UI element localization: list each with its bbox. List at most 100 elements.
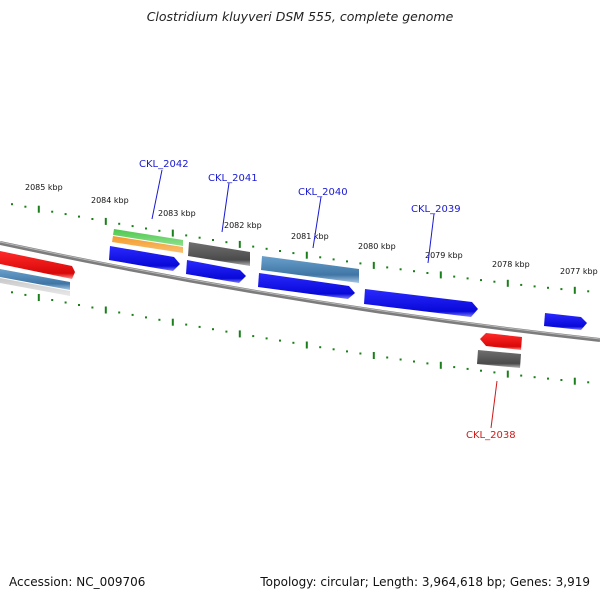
lower-minor-tick (520, 374, 523, 377)
lower-major-tick (104, 306, 107, 314)
gene-label-CKL_2042[interactable]: CKL_2042 (139, 159, 189, 170)
lower-minor-tick (292, 341, 295, 344)
gene-label-CKL_2041[interactable]: CKL_2041 (208, 173, 258, 184)
lower-minor-tick (91, 306, 94, 309)
upper-minor-tick (64, 213, 67, 216)
upper-minor-tick (118, 222, 121, 225)
upper-minor-tick (386, 266, 389, 269)
upper-tick-row (11, 203, 590, 294)
genome-title: Clostridium kluyveri DSM 555, complete g… (146, 9, 454, 24)
upper-major-tick (439, 271, 442, 279)
upper-minor-tick (533, 285, 536, 288)
kbp-label-2083: 2083 kbp (158, 209, 196, 218)
lower-major-tick (439, 361, 442, 369)
kbp-label-2080: 2080 kbp (358, 242, 396, 251)
lower-minor-tick (265, 337, 268, 340)
lower-major-tick (238, 330, 241, 338)
lower-minor-tick (185, 323, 188, 326)
upper-minor-tick (265, 247, 268, 250)
upper-minor-tick (359, 262, 362, 265)
gene-arrow-CKL_2039[interactable] (364, 289, 478, 317)
leader-line-CKL_2040 (312, 196, 322, 249)
lower-minor-tick (426, 362, 429, 365)
genome-backbone-highlight (0, 241, 600, 340)
lower-minor-tick (413, 360, 415, 363)
lower-minor-tick (493, 371, 496, 374)
lower-minor-tick (319, 346, 322, 349)
kbp-label-2079: 2079 kbp (425, 251, 463, 260)
kbp-label-2084: 2084 kbp (91, 196, 129, 205)
upper-minor-tick (480, 279, 482, 282)
upper-minor-tick (520, 283, 523, 286)
upper-minor-tick (252, 245, 255, 248)
upper-major-tick (238, 240, 241, 248)
feature-darkgray-2041[interactable] (188, 242, 250, 266)
genome-summary-text: Topology: circular; Length: 3,964,618 bp… (260, 575, 590, 589)
leader-line-CKL_2038 (490, 380, 498, 429)
gene-label-CKL_2040[interactable]: CKL_2040 (298, 187, 348, 198)
leader-line-CKL_2042 (151, 169, 163, 220)
lower-major-tick (37, 294, 40, 301)
kbp-label-2077: 2077 kbp (560, 267, 598, 276)
leader-line-CKL_2039 (427, 213, 435, 264)
accession-text: Accession: NC_009706 (9, 575, 146, 589)
upper-major-tick (171, 229, 174, 237)
upper-minor-tick (560, 288, 563, 291)
feature-steel-left[interactable] (0, 269, 70, 290)
genome-backbone (0, 241, 600, 342)
upper-major-tick (372, 261, 375, 269)
lower-minor-tick (51, 299, 54, 301)
lower-minor-tick (399, 358, 402, 361)
gene-arrow-CKL_2038[interactable] (480, 333, 522, 350)
upper-minor-tick (413, 270, 415, 273)
lower-minor-tick (158, 318, 161, 321)
feature-darkgray-2038[interactable] (477, 350, 521, 368)
upper-minor-tick (11, 203, 13, 206)
gene-label-CKL_2039[interactable]: CKL_2039 (411, 204, 461, 215)
lower-minor-tick (212, 328, 214, 331)
upper-minor-tick (453, 275, 456, 278)
lower-minor-tick (198, 325, 201, 328)
feature-green[interactable] (113, 229, 183, 246)
gene-arrow-CKL_2041[interactable] (186, 260, 246, 283)
feature-steel-2040[interactable] (261, 256, 359, 283)
upper-major-tick (305, 251, 308, 259)
lower-minor-tick (480, 369, 482, 372)
upper-major-tick (506, 279, 509, 287)
feature-orange[interactable] (112, 236, 183, 253)
gene-label-CKL_2038[interactable]: CKL_2038 (466, 430, 516, 441)
upper-minor-tick (51, 210, 54, 213)
lower-minor-tick (145, 316, 147, 319)
upper-minor-tick (91, 218, 94, 220)
lower-major-tick (573, 377, 576, 385)
upper-minor-tick (547, 286, 549, 289)
lower-minor-tick (225, 330, 228, 333)
lower-major-tick (171, 318, 174, 326)
feature-lightgray-left[interactable] (0, 278, 70, 296)
upper-minor-tick (399, 268, 402, 271)
lower-minor-tick (24, 293, 27, 296)
upper-minor-tick (426, 272, 429, 274)
upper-major-tick (573, 286, 576, 294)
lower-minor-tick (359, 352, 362, 355)
upper-minor-tick (319, 256, 322, 259)
gene-arrow-CKL_2040[interactable] (258, 273, 355, 299)
upper-minor-tick (198, 236, 201, 239)
feature-red-left[interactable] (0, 251, 75, 279)
gene-arrow-CKL_2042[interactable] (109, 246, 180, 271)
upper-minor-tick (332, 258, 335, 261)
upper-minor-tick (131, 225, 134, 228)
lower-minor-tick (466, 367, 469, 370)
lower-minor-tick (279, 339, 281, 342)
kbp-label-2081: 2081 kbp (291, 232, 329, 241)
gene-arrow-right-partial[interactable] (544, 313, 587, 330)
lower-major-tick (372, 352, 375, 359)
upper-minor-tick (24, 205, 27, 208)
upper-minor-tick (145, 227, 147, 230)
upper-minor-tick (346, 260, 348, 263)
lower-minor-tick (587, 381, 590, 384)
lower-minor-tick (131, 313, 134, 316)
kbp-label-2082: 2082 kbp (224, 221, 262, 230)
lower-minor-tick (547, 377, 549, 380)
